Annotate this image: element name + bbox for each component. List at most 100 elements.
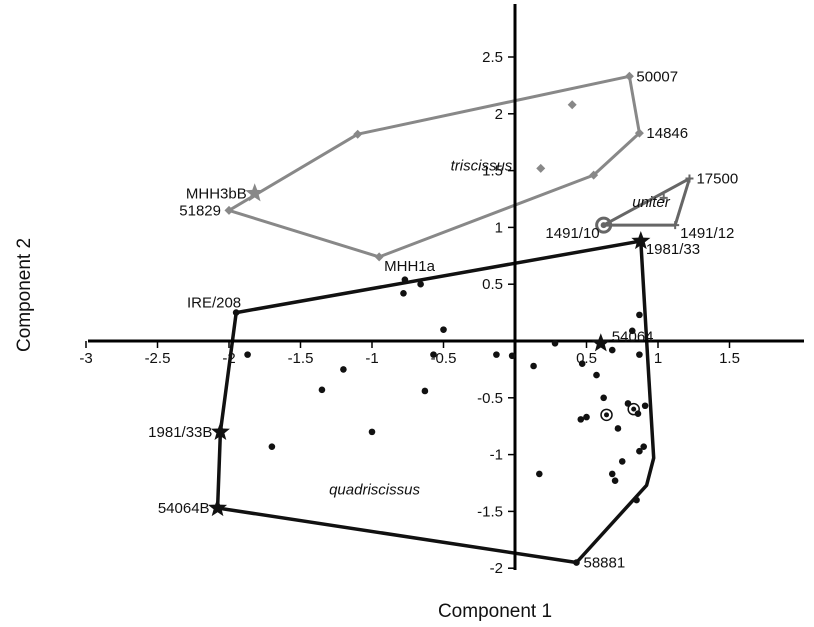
data-point-ring xyxy=(627,402,640,416)
point-label: 51829 xyxy=(179,202,221,219)
point-label: 1981/33B xyxy=(148,424,212,441)
data-point-dot xyxy=(244,351,251,358)
data-point-dot xyxy=(508,352,516,360)
point-label: 58881 xyxy=(583,555,625,572)
point-label: 1981/33 xyxy=(646,241,700,258)
point-label: 14846 xyxy=(646,125,688,142)
point-label: MHH3bB xyxy=(186,185,247,202)
data-point-dot xyxy=(536,470,543,478)
point-label: 17500 xyxy=(696,171,738,188)
x-tick-label: -0.5 xyxy=(431,350,457,367)
x-tick-label: -3 xyxy=(79,350,92,367)
x-tick-label: -2.5 xyxy=(145,350,171,367)
data-point-plus xyxy=(671,221,680,230)
data-point-dot xyxy=(634,410,642,418)
point-label: 1491/10 xyxy=(545,225,599,242)
data-point-dot xyxy=(577,416,585,423)
data-point-dot xyxy=(611,477,619,485)
data-point-plus xyxy=(685,174,694,183)
data-point-dot xyxy=(530,362,537,370)
point-label: 54064 xyxy=(612,328,654,345)
data-point-diamond xyxy=(634,128,644,138)
data-point-dot xyxy=(624,400,632,407)
y-tick-label: -1.5 xyxy=(477,503,503,520)
data-point-dot xyxy=(608,470,616,478)
x-tick-label: -1.5 xyxy=(288,350,314,367)
data-point-dot xyxy=(633,496,640,504)
axes xyxy=(88,4,804,570)
data-point-ring xyxy=(595,216,613,234)
x-tick-label: -2 xyxy=(222,350,235,367)
x-tick-label: -1 xyxy=(365,350,378,367)
data-point-dot xyxy=(401,276,409,283)
y-tick-label: -1 xyxy=(490,447,503,464)
data-point-dot xyxy=(430,351,437,358)
data-point-dot xyxy=(593,371,600,379)
data-point-star xyxy=(208,498,228,517)
point-label: MHH1a xyxy=(384,258,436,275)
data-point-diamond xyxy=(536,163,546,173)
y-tick-label: -0.5 xyxy=(477,390,503,407)
data-point-star xyxy=(245,183,265,202)
data-point-diamond xyxy=(374,252,384,262)
data-point-ring xyxy=(600,408,613,422)
data-point-ring-center xyxy=(604,412,610,418)
data-point-diamond xyxy=(353,129,363,139)
data-point-dot xyxy=(368,428,376,436)
data-point-dot xyxy=(636,351,643,358)
point-label: 50007 xyxy=(636,68,678,85)
data-point-dot xyxy=(618,458,626,465)
axis-ticks: -3 -2.5 -2 -1.5 -1 -0.5 0.5 1 1.5-2-1.5-1-0.50.5… xyxy=(79,49,740,577)
point-label: IRE/208 xyxy=(187,295,241,312)
group-hulls xyxy=(215,74,691,565)
data-point-dot xyxy=(573,559,580,566)
group-label-triscissus: triscissus xyxy=(451,158,513,175)
y-tick-label: 1 xyxy=(495,219,503,236)
data-point-dot xyxy=(421,387,429,395)
y-tick-label: 1.5 xyxy=(482,163,503,180)
data-point-dot xyxy=(417,280,424,288)
hull-quadriscissus xyxy=(215,239,656,565)
y-tick-label: -2 xyxy=(490,560,503,577)
group-label-quadriscissus: quadriscissus xyxy=(329,481,420,498)
data-point-dot xyxy=(232,309,240,316)
data-point-dot xyxy=(641,402,649,410)
data-point-diamond xyxy=(624,71,634,81)
data-points xyxy=(208,71,694,566)
data-point-dot xyxy=(318,386,326,394)
data-point-dot xyxy=(551,339,559,347)
data-point-dot xyxy=(636,311,643,319)
data-point-star xyxy=(591,333,611,352)
data-point-dot xyxy=(614,425,622,432)
data-point-star xyxy=(210,421,230,440)
data-point-dot xyxy=(600,394,607,402)
data-point-dot xyxy=(578,360,586,368)
data-point-dot xyxy=(636,447,643,455)
data-point-dot xyxy=(583,413,590,421)
data-point-dot xyxy=(628,327,636,335)
data-point-dot xyxy=(640,443,647,450)
data-point-ring-center xyxy=(600,222,607,229)
data-point-dot xyxy=(340,366,347,373)
x-tick-label: 1 xyxy=(654,350,662,367)
hull-uniter xyxy=(602,177,691,227)
point-label: 1491/12 xyxy=(680,225,734,242)
y-axis-title: Component 2 xyxy=(14,238,35,352)
data-point-ring-center xyxy=(631,406,637,412)
y-tick-label: 2 xyxy=(495,106,503,123)
group-labels: triscissus uniter quadriscissus xyxy=(329,158,671,499)
x-axis-title: Component 1 xyxy=(438,601,552,622)
data-point-dot xyxy=(440,326,447,333)
data-point-diamond xyxy=(589,170,599,180)
data-point-plus xyxy=(659,193,668,202)
point-label: 54064B xyxy=(158,500,210,517)
data-point-dot xyxy=(400,289,407,297)
data-point-dot xyxy=(268,443,276,450)
data-point-diamond xyxy=(567,100,577,110)
data-point-dot xyxy=(493,351,500,358)
x-tick-label: 1.5 xyxy=(719,350,740,367)
data-point-diamond xyxy=(224,205,234,215)
data-point-star xyxy=(631,231,651,250)
